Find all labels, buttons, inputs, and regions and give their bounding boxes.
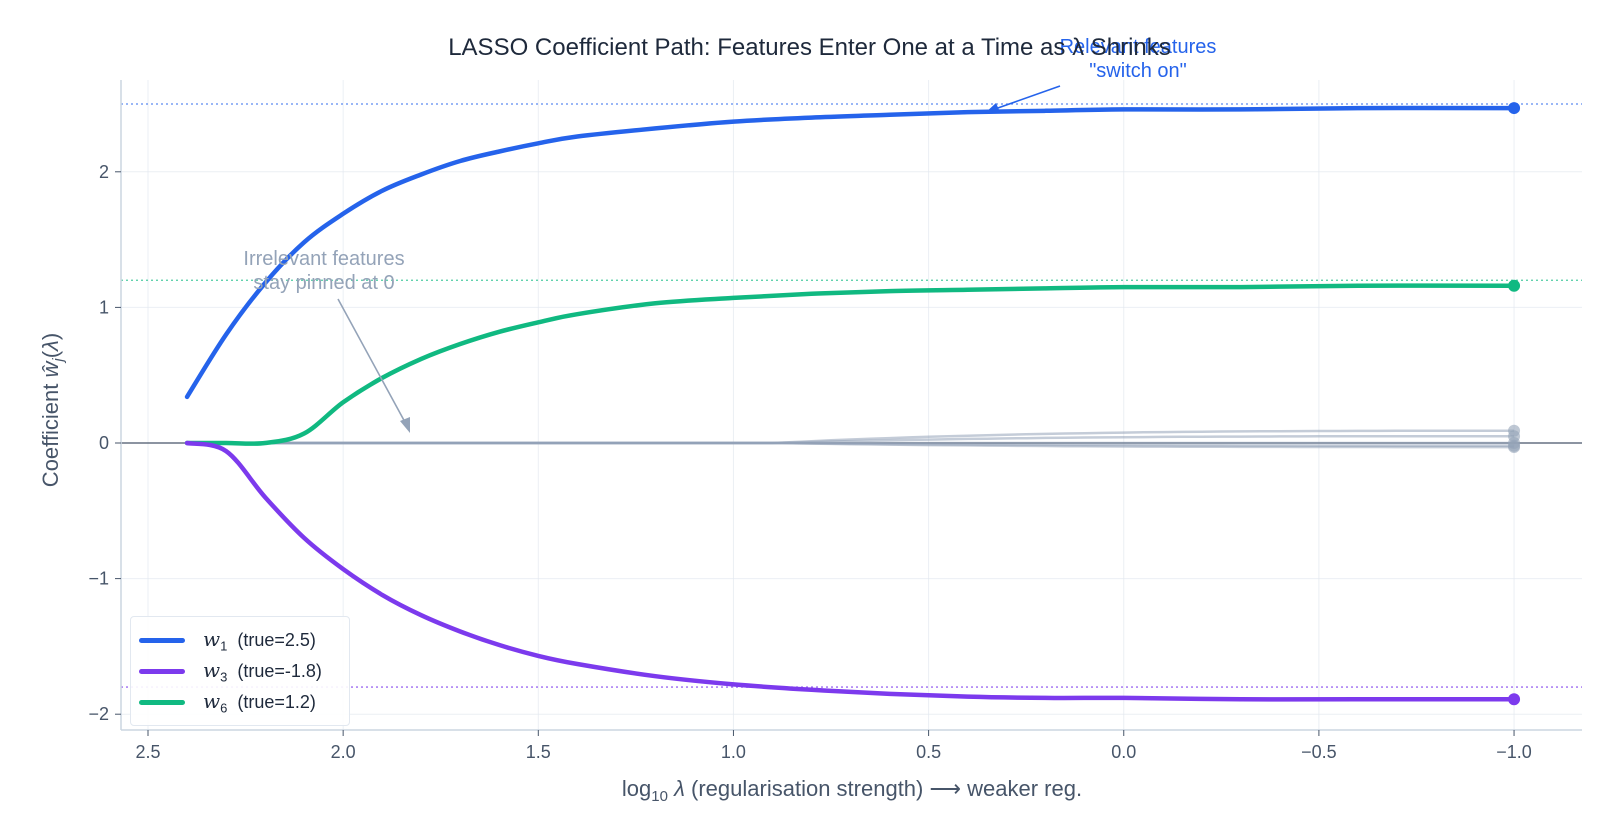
svg-text:−1.0: −1.0: [1496, 742, 1532, 762]
annotations: Relevant features"switch on" Irrelevant f…: [243, 36, 1216, 433]
svg-text:−2: −2: [88, 704, 109, 724]
coefficient-paths: [184, 102, 1521, 706]
svg-text:0.0: 0.0: [1111, 742, 1136, 762]
svg-text:1: 1: [99, 297, 109, 317]
legend: w1 (true=2.5) w3 (true=-1.8) w6 (true=1.…: [130, 616, 350, 726]
legend-swatch-w6: [139, 699, 185, 705]
chart-title: LASSO Coefficient Path: Features Enter O…: [448, 34, 1171, 61]
tick-labels: 2.5 2.0 1.5 1.0 0.5 0.0 −0.5 −1.0 2 1 0 −1 −2 log10 λ…: [38, 162, 1532, 805]
legend-item-w1: w1 (true=2.5): [139, 627, 316, 653]
svg-text:2: 2: [99, 162, 109, 182]
axes: [120, 80, 1582, 731]
svg-text:−0.5: −0.5: [1301, 742, 1337, 762]
legend-item-w6: w6 (true=1.2): [139, 689, 316, 715]
irrelevant-feature-paths: [187, 424, 1521, 454]
legend-item-w3: w3 (true=-1.8): [139, 658, 322, 684]
svg-text:"switch on": "switch on": [1089, 60, 1187, 82]
svg-text:1.0: 1.0: [721, 742, 746, 762]
svg-text:−1: −1: [88, 569, 109, 589]
svg-text:Irrelevant features: Irrelevant features: [243, 248, 404, 270]
svg-text:2.5: 2.5: [135, 742, 160, 762]
svg-text:stay pinned at 0: stay pinned at 0: [253, 272, 394, 294]
svg-text:1.5: 1.5: [526, 742, 551, 762]
svg-text:0: 0: [99, 433, 109, 453]
legend-swatch-w3: [139, 668, 185, 674]
svg-text:Relevant features: Relevant features: [1060, 36, 1217, 58]
x-axis-label: log10 λ (regularisation strength) ⟶ weak…: [622, 776, 1082, 805]
legend-swatch-w1: [139, 637, 185, 643]
svg-text:0.5: 0.5: [916, 742, 941, 762]
reference-lines: [121, 103, 1582, 688]
y-axis-label: Coefficient ŵj(λ): [38, 333, 67, 487]
svg-text:2.0: 2.0: [331, 742, 356, 762]
